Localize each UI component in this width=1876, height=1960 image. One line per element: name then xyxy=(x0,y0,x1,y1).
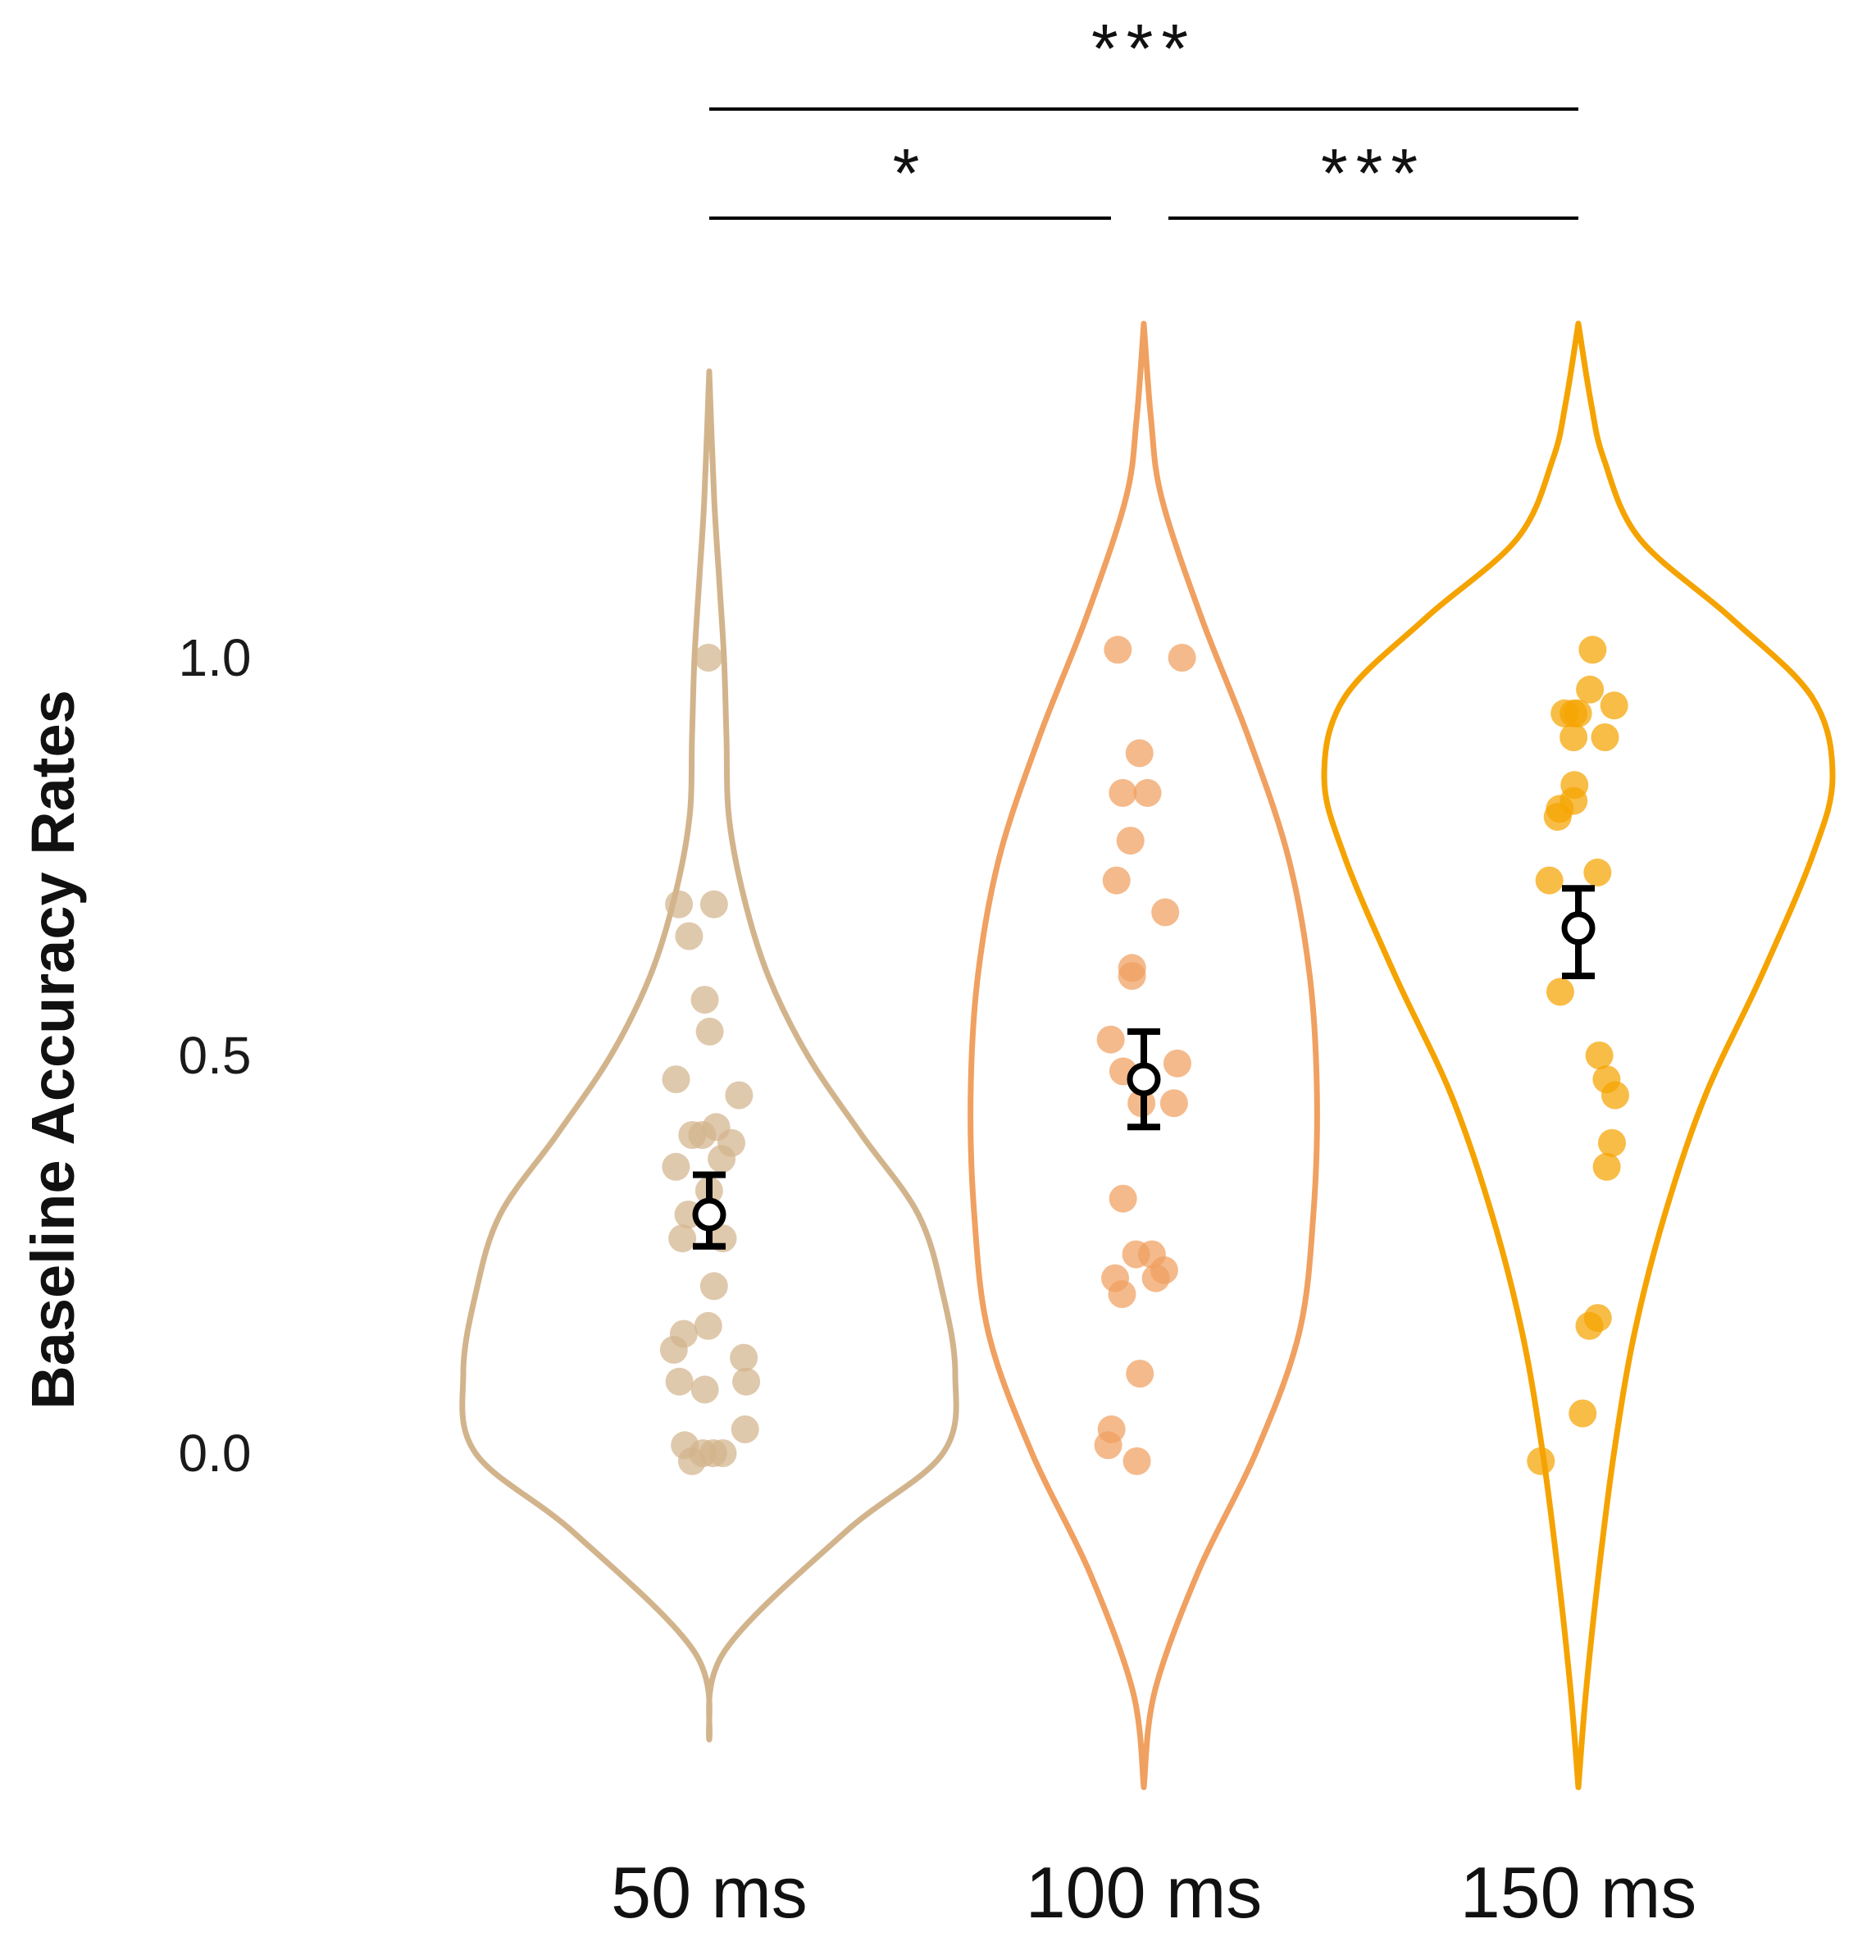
data-point xyxy=(695,1017,724,1046)
violin-0 xyxy=(459,368,959,1743)
data-point xyxy=(1575,1311,1604,1340)
data-point xyxy=(1543,803,1572,831)
data-point xyxy=(662,1065,690,1094)
data-point xyxy=(1108,1280,1136,1308)
data-point xyxy=(1546,978,1574,1006)
significance-label: *** xyxy=(1321,134,1426,212)
data-point xyxy=(1527,1447,1555,1475)
data-point xyxy=(1578,636,1607,664)
data-point xyxy=(708,1145,736,1174)
data-point xyxy=(1122,1447,1151,1475)
data-point xyxy=(730,1343,758,1372)
data-point xyxy=(731,1415,759,1443)
y-tick-label: 0.5 xyxy=(179,1026,252,1085)
data-point xyxy=(677,1447,706,1475)
data-point xyxy=(1576,675,1605,704)
data-point xyxy=(1591,723,1619,751)
data-point xyxy=(694,644,723,672)
mean-marker xyxy=(1561,911,1596,946)
data-point xyxy=(1122,1240,1150,1269)
data-point xyxy=(690,1375,719,1404)
category-label: 50 ms xyxy=(611,1852,808,1933)
data-point xyxy=(732,1367,761,1396)
data-point xyxy=(1118,962,1146,990)
violins xyxy=(459,321,1836,1790)
data-points xyxy=(659,636,1629,1475)
mean-marker xyxy=(1127,1062,1161,1096)
data-point xyxy=(1564,699,1592,727)
data-point xyxy=(1592,1152,1621,1181)
data-point xyxy=(1601,1081,1629,1110)
data-point xyxy=(1585,1042,1614,1069)
data-point xyxy=(694,1311,722,1340)
data-point xyxy=(1133,778,1162,807)
data-point xyxy=(1569,1399,1597,1428)
data-point xyxy=(1168,644,1196,672)
data-point xyxy=(1094,1431,1122,1460)
data-point xyxy=(1560,723,1588,751)
data-point xyxy=(1102,866,1131,895)
category-label: 150 ms xyxy=(1460,1852,1697,1933)
data-point xyxy=(725,1081,754,1110)
data-point xyxy=(665,1367,694,1396)
violin-1 xyxy=(968,321,1320,1790)
data-point xyxy=(1597,1128,1626,1157)
data-point xyxy=(1125,739,1154,768)
mean-error-bars xyxy=(692,885,1596,1250)
y-axis: Baseline Accuracy Rates 0.0 0.5 1.0 xyxy=(19,628,251,1483)
data-point xyxy=(1141,1264,1170,1292)
y-tick-label: 0.0 xyxy=(179,1424,252,1483)
data-point xyxy=(1126,1360,1154,1388)
data-point xyxy=(1583,858,1612,887)
y-tick-label: 1.0 xyxy=(179,628,252,687)
data-point xyxy=(1163,1049,1191,1078)
significance-brackets: **** *** xyxy=(709,10,1578,220)
data-point xyxy=(1116,827,1145,855)
data-point xyxy=(1535,866,1564,895)
data-point xyxy=(665,890,694,918)
data-point xyxy=(659,1335,688,1364)
mean-marker xyxy=(692,1197,726,1232)
data-point xyxy=(708,1439,737,1467)
data-point xyxy=(1104,636,1132,664)
data-point xyxy=(1600,691,1628,720)
data-point xyxy=(699,1272,728,1301)
data-point xyxy=(662,1152,690,1181)
data-point xyxy=(1109,778,1137,807)
y-axis-title: Baseline Accuracy Rates xyxy=(19,690,87,1410)
data-point xyxy=(1109,1184,1137,1213)
data-point xyxy=(699,890,728,918)
category-labels: 50 ms 100 ms 150 ms xyxy=(611,1852,1696,1933)
data-point xyxy=(690,986,719,1014)
data-point xyxy=(678,1121,707,1149)
significance-label: *** xyxy=(1091,10,1196,87)
significance-label: * xyxy=(893,134,928,212)
data-point xyxy=(1096,1025,1125,1054)
data-point xyxy=(1151,898,1180,927)
data-point xyxy=(668,1224,697,1253)
data-point xyxy=(1159,1089,1188,1118)
data-point xyxy=(675,922,704,950)
violin-2 xyxy=(1321,321,1836,1790)
category-label: 100 ms xyxy=(1026,1852,1263,1933)
